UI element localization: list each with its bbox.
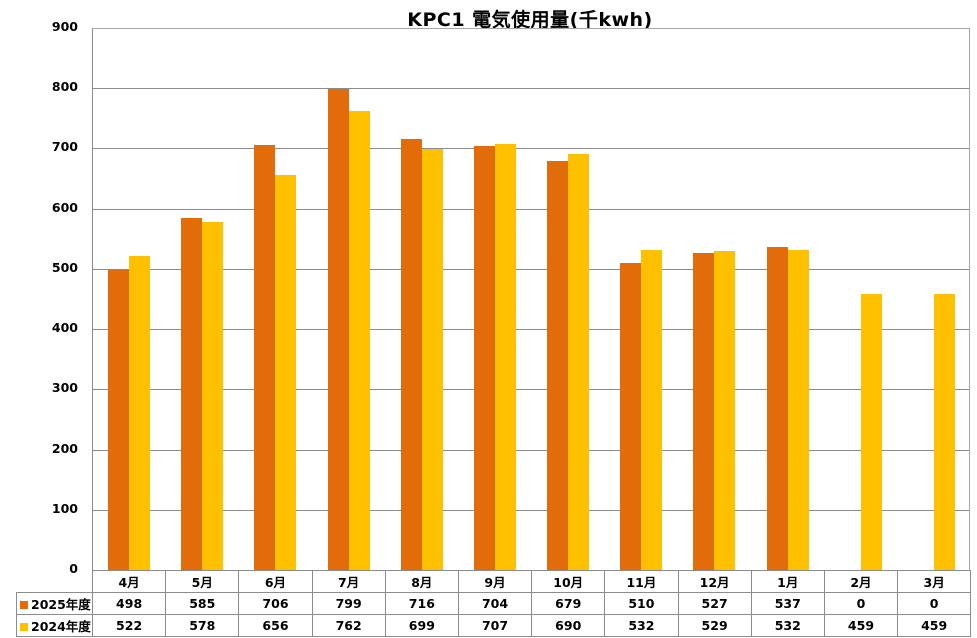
gridline [93, 509, 969, 511]
table-cell: 510 [604, 592, 679, 615]
table-header-cell: 8月 [384, 570, 459, 593]
bar-2025 [108, 270, 129, 570]
gridline [93, 208, 969, 210]
y-tick-label: 900 [51, 19, 78, 34]
table-cell: 679 [531, 592, 606, 615]
legend-entry: 2024年度 [16, 614, 93, 637]
table-cell: 690 [531, 614, 606, 637]
bar-2025 [693, 252, 715, 570]
bar-2024 [348, 111, 370, 570]
bar-2024 [860, 293, 882, 570]
table-cell: 762 [311, 614, 386, 637]
table-cell: 706 [238, 592, 313, 615]
legend-label: 2024年度 [31, 619, 91, 634]
table-row: 2024年度 522 578 656 762 699 707 690 532 529 532 459 4… [16, 614, 972, 637]
y-tick-label: 600 [51, 199, 78, 215]
bar-2024 [202, 221, 224, 570]
table-cell: 532 [604, 614, 679, 637]
table-row: 2025年度 498 585 706 799 716 704 679 510 527 537 0 0 [16, 592, 972, 615]
plot-area [92, 28, 970, 570]
table-cell: 578 [165, 614, 240, 637]
bar-2024 [129, 255, 150, 570]
table-header-cell: 1月 [750, 570, 825, 593]
y-tick-label: 100 [51, 500, 78, 516]
gridline [93, 268, 969, 270]
table-cell: 585 [165, 592, 240, 615]
table-cell: 0 [823, 592, 899, 615]
y-tick-label: 300 [51, 380, 78, 396]
table-cell: 704 [457, 592, 533, 615]
legend-label: 2025年度 [31, 597, 91, 612]
table-header-cell: 4月 [91, 570, 167, 593]
bar-2024 [714, 251, 736, 570]
table-cell: 537 [750, 592, 825, 615]
legend-swatch-icon [20, 601, 28, 609]
table-header-cell: 3月 [897, 570, 972, 593]
gridline [93, 449, 969, 451]
bar-2024 [787, 249, 809, 570]
bar-2024 [641, 249, 663, 570]
bar-2025 [254, 144, 276, 570]
table-cell: 716 [384, 592, 459, 615]
data-table: 4月 5月 6月 7月 8月 9月 10月 11月 12月 1月 2月 3月 2025年度 498 585… [16, 570, 972, 637]
bar-2024 [275, 174, 297, 570]
bar-2025 [400, 138, 422, 570]
bar-2025 [620, 262, 642, 570]
table-header-row: 4月 5月 6月 7月 8月 9月 10月 11月 12月 1月 2月 3月 [16, 570, 972, 593]
table-cell: 707 [457, 614, 533, 637]
gridline [93, 389, 969, 391]
gridline [93, 148, 969, 150]
table-header-cell: 7月 [311, 570, 386, 593]
table-header-cell: 10月 [531, 570, 606, 593]
bar-2025 [327, 88, 349, 570]
table-header-cell: 9月 [457, 570, 533, 593]
table-header-cell: 6月 [238, 570, 313, 593]
table-cell: 532 [750, 614, 825, 637]
bar-2024 [494, 144, 516, 570]
bar-2025 [766, 246, 788, 570]
table-cell: 529 [677, 614, 752, 637]
bar-2024 [568, 154, 589, 570]
bar-2025 [181, 217, 203, 570]
table-cell: 0 [897, 592, 972, 615]
bar-2025 [547, 161, 568, 570]
y-tick-label: 800 [51, 79, 78, 95]
chart-title: KPC1 電気使用量(千kwh) [407, 9, 653, 31]
y-tick-label: 700 [51, 139, 78, 155]
bar-2025 [473, 146, 495, 570]
y-tick-label: 400 [51, 320, 78, 336]
bar-2024 [421, 149, 443, 570]
gridline [93, 88, 969, 90]
table-header-cell: 11月 [604, 570, 679, 593]
y-tick-label: 500 [51, 259, 78, 275]
table-cell: 656 [238, 614, 313, 637]
table-cell: 527 [677, 592, 752, 615]
y-tick-label: 0 [69, 561, 78, 576]
table-header-cell: 12月 [677, 570, 752, 593]
legend-entry: 2025年度 [16, 592, 93, 615]
table-cell: 459 [823, 614, 899, 637]
legend-swatch-icon [20, 623, 28, 631]
table-header-cell: 2月 [823, 570, 899, 593]
bar-2024 [933, 293, 955, 570]
table-cell: 459 [897, 614, 972, 637]
table-cell: 498 [91, 592, 167, 615]
table-cell: 699 [384, 614, 459, 637]
table-header-cell: 5月 [165, 570, 240, 593]
table-cell: 799 [311, 592, 386, 615]
y-tick-label: 200 [51, 440, 78, 456]
gridline [93, 329, 969, 331]
table-cell: 522 [91, 614, 167, 637]
